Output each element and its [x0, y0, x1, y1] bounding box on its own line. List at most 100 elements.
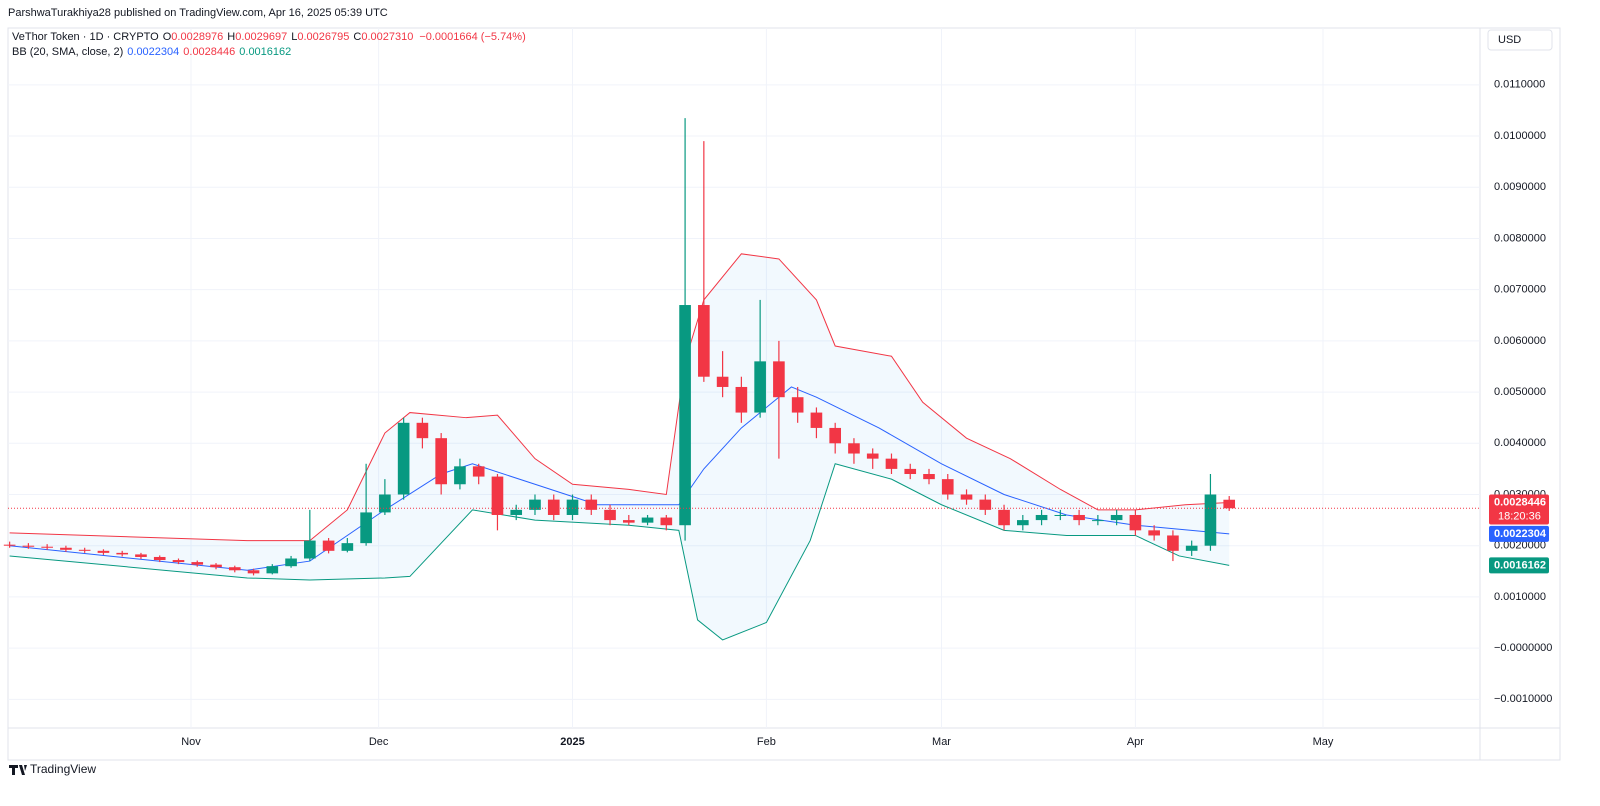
- candle-body: [510, 509, 523, 515]
- y-tick-label: 0.0080000: [1494, 232, 1546, 244]
- candle-body: [285, 558, 297, 567]
- candle-body: [791, 397, 804, 413]
- candle-body: [641, 517, 654, 523]
- ohlc-value: 0.0027310: [361, 31, 413, 43]
- candle-body: [228, 567, 241, 571]
- plot-layer: 0.0110000 0.0100000 0.0090000 0.0080000 0.00…: [3, 28, 1552, 748]
- candle-body: [116, 552, 129, 555]
- currency-button[interactable]: [1487, 29, 1553, 51]
- candle-body: [529, 499, 541, 510]
- candle-body: [1204, 494, 1217, 546]
- ohlc-value: 0.0029697: [235, 31, 287, 43]
- candle-body: [885, 458, 898, 469]
- change: −0.0001664 (−5.74%): [419, 31, 525, 43]
- countdown: 18:20:36: [1498, 510, 1541, 522]
- candle-body: [1110, 514, 1123, 521]
- candle-body: [379, 494, 391, 513]
- candle-body: [472, 466, 485, 477]
- candle-body: [754, 361, 766, 413]
- candle-body: [829, 427, 842, 444]
- candle-body: [1054, 514, 1067, 516]
- x-tick-label: May: [1313, 736, 1334, 748]
- candle-body: [210, 564, 222, 568]
- candle-body: [566, 499, 579, 515]
- ohlc-value: 0.0028976: [171, 31, 223, 43]
- y-tick-label: 0.0010000: [1494, 591, 1546, 603]
- candle-body: [547, 499, 560, 515]
- candle-body: [135, 554, 147, 557]
- candle-body: [998, 509, 1010, 526]
- candle-body: [22, 545, 35, 547]
- candle-body: [247, 570, 260, 574]
- y-tick-label: 0.0040000: [1494, 437, 1546, 449]
- candle-body: [322, 540, 335, 551]
- candle-body: [416, 422, 429, 439]
- candle-body: [716, 376, 729, 387]
- candle-body: [904, 468, 917, 475]
- price-label: 0.0028446: [1494, 496, 1546, 508]
- price-label: 0.0016162: [1494, 559, 1546, 571]
- indicator: BB (20, SMA, close, 2): [12, 46, 123, 58]
- chart-frame: [7, 27, 1561, 761]
- brand: TradingView: [30, 762, 96, 776]
- candle-body: [1073, 514, 1085, 521]
- ohlc-value: 0.0026795: [297, 31, 349, 43]
- ohlc-label: L: [291, 31, 297, 43]
- candle-body: [60, 547, 72, 550]
- candle-body: [622, 520, 635, 523]
- publish-note: ParshwaTurakhiya28 published on TradingV…: [8, 7, 388, 19]
- y-tick-label: 0.0100000: [1494, 130, 1546, 142]
- candle-body: [941, 479, 954, 495]
- brand-logo: [9, 765, 27, 775]
- band-line: [9, 463, 1230, 641]
- candle-body: [960, 494, 973, 500]
- candle-body: [1092, 520, 1104, 522]
- x-tick-label: Dec: [369, 736, 389, 748]
- candle-body: [266, 566, 279, 574]
- price-label-box: [1489, 525, 1549, 542]
- candle-body: [604, 509, 616, 521]
- candle-body: [397, 422, 410, 495]
- candle-body: [1129, 514, 1142, 531]
- y-tick-label: 0.0070000: [1494, 284, 1546, 296]
- y-tick-label: 0.0020000: [1494, 540, 1546, 552]
- candle-body: [773, 361, 785, 398]
- candle-body: [172, 560, 185, 563]
- indicator-value: 0.0016162: [239, 46, 291, 58]
- price-label-box: [1489, 557, 1549, 574]
- candle-body: [97, 550, 110, 553]
- y-tick-label: 0.0060000: [1494, 335, 1546, 347]
- candle-body: [360, 512, 372, 544]
- candle-body: [191, 562, 204, 565]
- candle-body: [1016, 520, 1029, 526]
- candle-body: [1185, 545, 1198, 551]
- candle-body: [1223, 499, 1236, 509]
- candle-body: [78, 549, 91, 551]
- indicator-value: 0.0022304: [127, 46, 179, 58]
- candle-body: [923, 474, 935, 480]
- candle-body: [660, 517, 673, 526]
- symbol-legend: VeThor Token · 1D · CRYPTO O0.0028976 H0.0…: [12, 31, 526, 43]
- candle-body: [1035, 514, 1048, 521]
- x-tick-label: Mar: [932, 736, 951, 748]
- candle-body: [848, 443, 860, 454]
- candle-body: [454, 466, 466, 485]
- candle-body: [585, 499, 598, 510]
- candle-body: [810, 412, 823, 428]
- candle-body: [304, 540, 316, 559]
- candle-body: [735, 386, 748, 413]
- x-tick-label: 2025: [560, 736, 584, 748]
- candle-body: [979, 499, 992, 510]
- currency: USD: [1498, 34, 1521, 46]
- x-tick-label: Feb: [757, 736, 776, 748]
- indicator-value: 0.0028446: [183, 46, 235, 58]
- candle-body: [679, 305, 691, 526]
- candle-body: [866, 453, 879, 459]
- x-tick-label: Apr: [1127, 736, 1144, 748]
- y-tick-label: 0.0090000: [1494, 181, 1546, 193]
- price-label-box: [1489, 494, 1549, 525]
- ohlc-label: O: [163, 31, 172, 43]
- candle-body: [698, 305, 710, 377]
- candle-body: [153, 556, 166, 561]
- candle-body: [435, 438, 447, 485]
